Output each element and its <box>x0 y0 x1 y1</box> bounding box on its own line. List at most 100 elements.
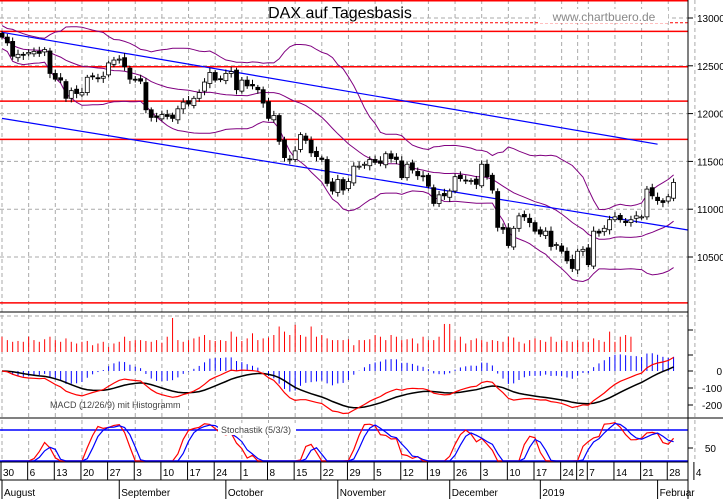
candle-body <box>282 139 287 158</box>
candle-body <box>148 109 154 118</box>
candle <box>585 243 591 268</box>
candle-body <box>484 163 490 178</box>
candle-body <box>228 71 234 74</box>
candle <box>148 107 154 122</box>
candle <box>356 161 362 170</box>
candle-body <box>585 247 591 266</box>
candle <box>671 178 676 202</box>
candle <box>452 173 458 194</box>
candle-body <box>234 69 239 91</box>
candle-body <box>106 62 111 76</box>
x-day-label: 2 <box>579 468 585 479</box>
candle-body <box>665 196 671 202</box>
candle-body <box>314 150 319 158</box>
candle <box>383 151 389 169</box>
candle-body <box>52 73 58 80</box>
candle-body <box>154 115 159 118</box>
candle-body <box>410 162 415 171</box>
candle-body <box>244 79 250 87</box>
candle-body <box>495 191 501 228</box>
candle-body <box>180 101 186 110</box>
candle <box>10 37 16 60</box>
candle-body <box>671 182 676 199</box>
x-month-label: November <box>340 488 387 499</box>
candle <box>282 136 287 162</box>
x-day-label: 10 <box>509 468 521 479</box>
candle <box>378 156 383 167</box>
candle <box>68 87 74 103</box>
x-day-label: 12 <box>403 468 415 479</box>
candle <box>186 96 191 107</box>
macd-tick-label: -100 <box>702 384 722 395</box>
candle-body <box>607 219 613 231</box>
candle-body <box>239 79 245 92</box>
candle-body <box>319 157 325 160</box>
candle <box>271 110 277 123</box>
candle-body <box>170 114 175 119</box>
candle <box>362 161 367 169</box>
candle <box>601 225 607 236</box>
candle-body <box>527 217 533 223</box>
x-month-label: August <box>4 488 35 499</box>
candle-body <box>660 200 666 203</box>
candle-body <box>127 67 133 80</box>
candle <box>340 177 346 195</box>
candle <box>473 175 479 190</box>
candle-body <box>399 160 405 179</box>
candle-body <box>260 89 266 104</box>
candle-body <box>255 86 261 91</box>
y-tick-label: 11000 <box>697 205 723 216</box>
candle <box>260 86 266 108</box>
candle-body <box>186 100 191 105</box>
candle <box>575 248 581 275</box>
candle <box>484 159 490 180</box>
candle-body <box>367 159 373 167</box>
candle-body <box>223 73 229 82</box>
x-day-label: 26 <box>456 468 468 479</box>
candle <box>420 171 426 182</box>
x-day-label: 15 <box>296 468 308 479</box>
candle-body <box>79 92 85 96</box>
candle-body <box>276 115 282 142</box>
candle <box>0 30 5 40</box>
candle-body <box>111 59 117 65</box>
candle <box>15 49 21 62</box>
y-tick-label: 12000 <box>697 110 723 121</box>
x-day-label: 1 <box>243 468 249 479</box>
candle <box>127 65 133 84</box>
candle <box>218 75 223 83</box>
candle <box>623 217 629 227</box>
candle-body <box>100 75 106 79</box>
trend-line-lower <box>1 117 689 231</box>
candle-body <box>431 187 437 204</box>
candle <box>596 228 602 237</box>
candle <box>628 215 634 227</box>
candle <box>505 223 511 248</box>
candle-body <box>500 226 506 230</box>
candle <box>132 76 138 83</box>
candle-body <box>4 36 10 44</box>
candle-body <box>537 229 543 235</box>
candle <box>527 213 533 228</box>
candle-body <box>362 163 367 166</box>
candle <box>319 155 325 162</box>
candle <box>266 97 271 121</box>
candle <box>410 159 415 174</box>
stoch-label: Stochastik (5/3/3) <box>221 425 291 435</box>
candle-body <box>569 258 575 269</box>
candle <box>351 162 357 186</box>
macd-tick-label: 0 <box>716 367 722 378</box>
x-day-label: 4 <box>696 468 702 479</box>
candle-body <box>116 58 122 61</box>
candle-body <box>298 134 303 150</box>
candle <box>500 223 506 234</box>
candle-body <box>548 230 554 247</box>
x-day-label: 20 <box>83 468 95 479</box>
candle-body <box>84 76 90 93</box>
candle-body <box>340 179 346 191</box>
candle <box>425 172 431 189</box>
candle-body <box>394 156 399 160</box>
candle-body <box>441 193 447 197</box>
candle-body <box>383 153 389 166</box>
candle-body <box>218 78 223 81</box>
